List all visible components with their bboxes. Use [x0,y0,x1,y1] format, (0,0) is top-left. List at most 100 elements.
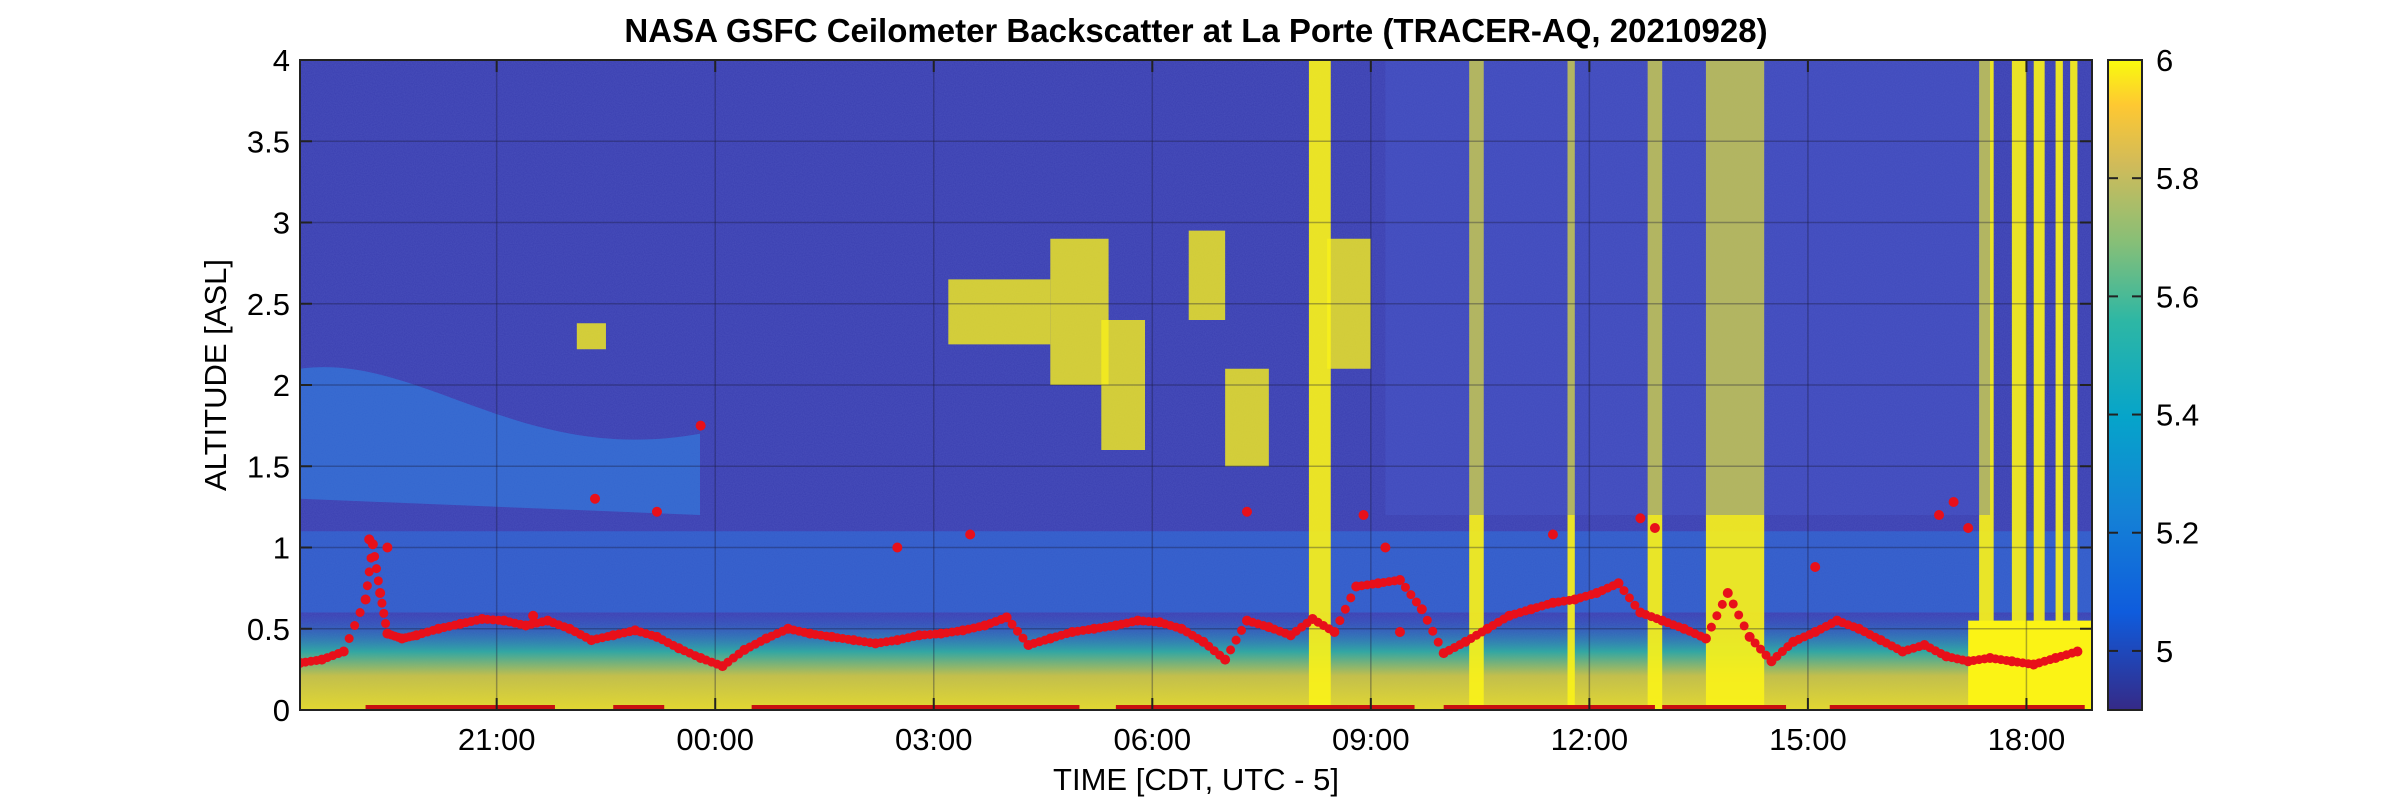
bl-height-point [1394,575,1405,585]
bl-outlier-point [1380,542,1391,553]
aerosol-plume [1050,238,1109,385]
bl-height-point [1706,622,1716,632]
colorbar-ticks: 5 5.2 5.4 5.6 5.8 6 [2108,43,2199,669]
bl-height-point [355,608,365,617]
bl-height-point [1237,625,1247,635]
bl-height-point [370,551,380,561]
bl-height-point [1411,597,1421,607]
colorbar-tick-label: 5.8 [2156,161,2199,196]
bl-height-point [379,608,389,618]
y-tick-label: 3 [273,206,290,241]
bl-height-point [344,634,354,643]
bl-height-point [1422,615,1432,625]
bl-height-point [1630,600,1640,610]
bl-height-point [338,646,349,657]
cloud-column [1979,60,1994,710]
bl-height-point [1329,627,1340,637]
bl-height-point [1007,619,1017,629]
zero-height-segment [1443,705,1655,710]
aerosol-plume [1327,238,1371,369]
bl-height-point [1433,637,1443,647]
bl-outlier-point [1948,497,1959,507]
bl-height-point [1619,586,1629,596]
zero-height-segment [613,705,665,710]
aerosol-plume [576,323,606,350]
cloud-column [1308,60,1331,710]
cloud-column [2070,60,2078,710]
bl-outlier-point [1547,529,1558,540]
afternoon-noise [1385,60,1991,515]
bl-height-point [1340,604,1350,614]
bl-outlier-point [382,542,393,553]
y-tick-label: 3.5 [247,124,290,159]
bl-height-point [371,564,381,574]
bl-height-point [1013,626,1023,636]
y-tick-label: 4 [273,43,290,78]
x-tick-label: 09:00 [1332,722,1410,757]
bl-outlier-point [1358,510,1369,520]
zero-height-segment [751,705,1080,710]
cloud-column [1469,60,1484,710]
bl-height-point [364,567,374,577]
bl-outlier-point [528,610,539,621]
bl-outlier-point [1649,523,1660,533]
bl-height-point [1018,633,1028,643]
bl-height-point [1734,610,1744,620]
bl-outlier-point [892,542,903,553]
bl-height-point [1624,593,1634,603]
bl-height-point [1428,626,1438,636]
bl-outlier-point [1810,562,1821,572]
bl-outlier-point [1635,513,1646,524]
bl-height-point [377,598,387,608]
y-tick-label: 2 [273,368,290,403]
colorbar [2107,59,2143,711]
bl-height-point [1400,582,1410,592]
colorbar-tick-label: 5 [2156,634,2173,669]
grid [300,60,2092,710]
x-tick-label: 18:00 [1988,722,2066,757]
cloud-column [2033,60,2045,710]
bl-height-point [360,594,371,605]
boundary-layer-markers [300,420,2085,710]
x-tick-label: 06:00 [1114,722,1192,757]
cloud-column [1647,60,1663,710]
colorbar-tick-label: 5.4 [2156,398,2199,433]
bl-height-point [373,576,383,586]
bl-height-point [1335,616,1345,626]
colorbar-tick-label: 6 [2156,43,2173,78]
bl-height-point [1744,631,1755,642]
bl-height-point [1226,645,1236,655]
bl-height-point [375,588,386,598]
colorbar-tick-label: 5.2 [2156,516,2199,551]
x-tick-label: 12:00 [1551,722,1629,757]
aerosol-plume [948,279,1051,345]
bl-outlier-point [965,529,976,540]
bl-outlier-point [364,534,375,545]
bl-height-point [1750,638,1760,648]
bl-height-point [1613,578,1624,589]
bl-height-point [2072,646,2083,657]
bl-outlier-point [651,506,662,517]
zero-height-segment [1115,705,1349,710]
y-tick-label: 1 [273,531,290,566]
bl-height-point [350,621,360,630]
mixed-layer-fill [300,531,2092,613]
bl-height-point [1220,654,1231,665]
bl-height-point [1761,650,1771,660]
boundary-layer-fill [300,612,2092,710]
y-tick-label: 1.5 [247,449,290,484]
x-axis-label: TIME [CDT, UTC - 5] [1053,762,1339,797]
bl-outlier-point [1963,523,1974,533]
backscatter-noise [300,60,2092,710]
cloud-column [2011,60,2027,710]
bl-outlier-point [1394,627,1405,637]
bl-outlier-point [1241,506,1252,517]
bl-height-point [1756,644,1766,654]
residual-layer [300,367,700,515]
zero-height-segment [1829,705,2085,710]
aerosol-plume [1225,368,1269,467]
bl-height-point [1712,611,1722,621]
bl-height-point [1346,593,1356,603]
